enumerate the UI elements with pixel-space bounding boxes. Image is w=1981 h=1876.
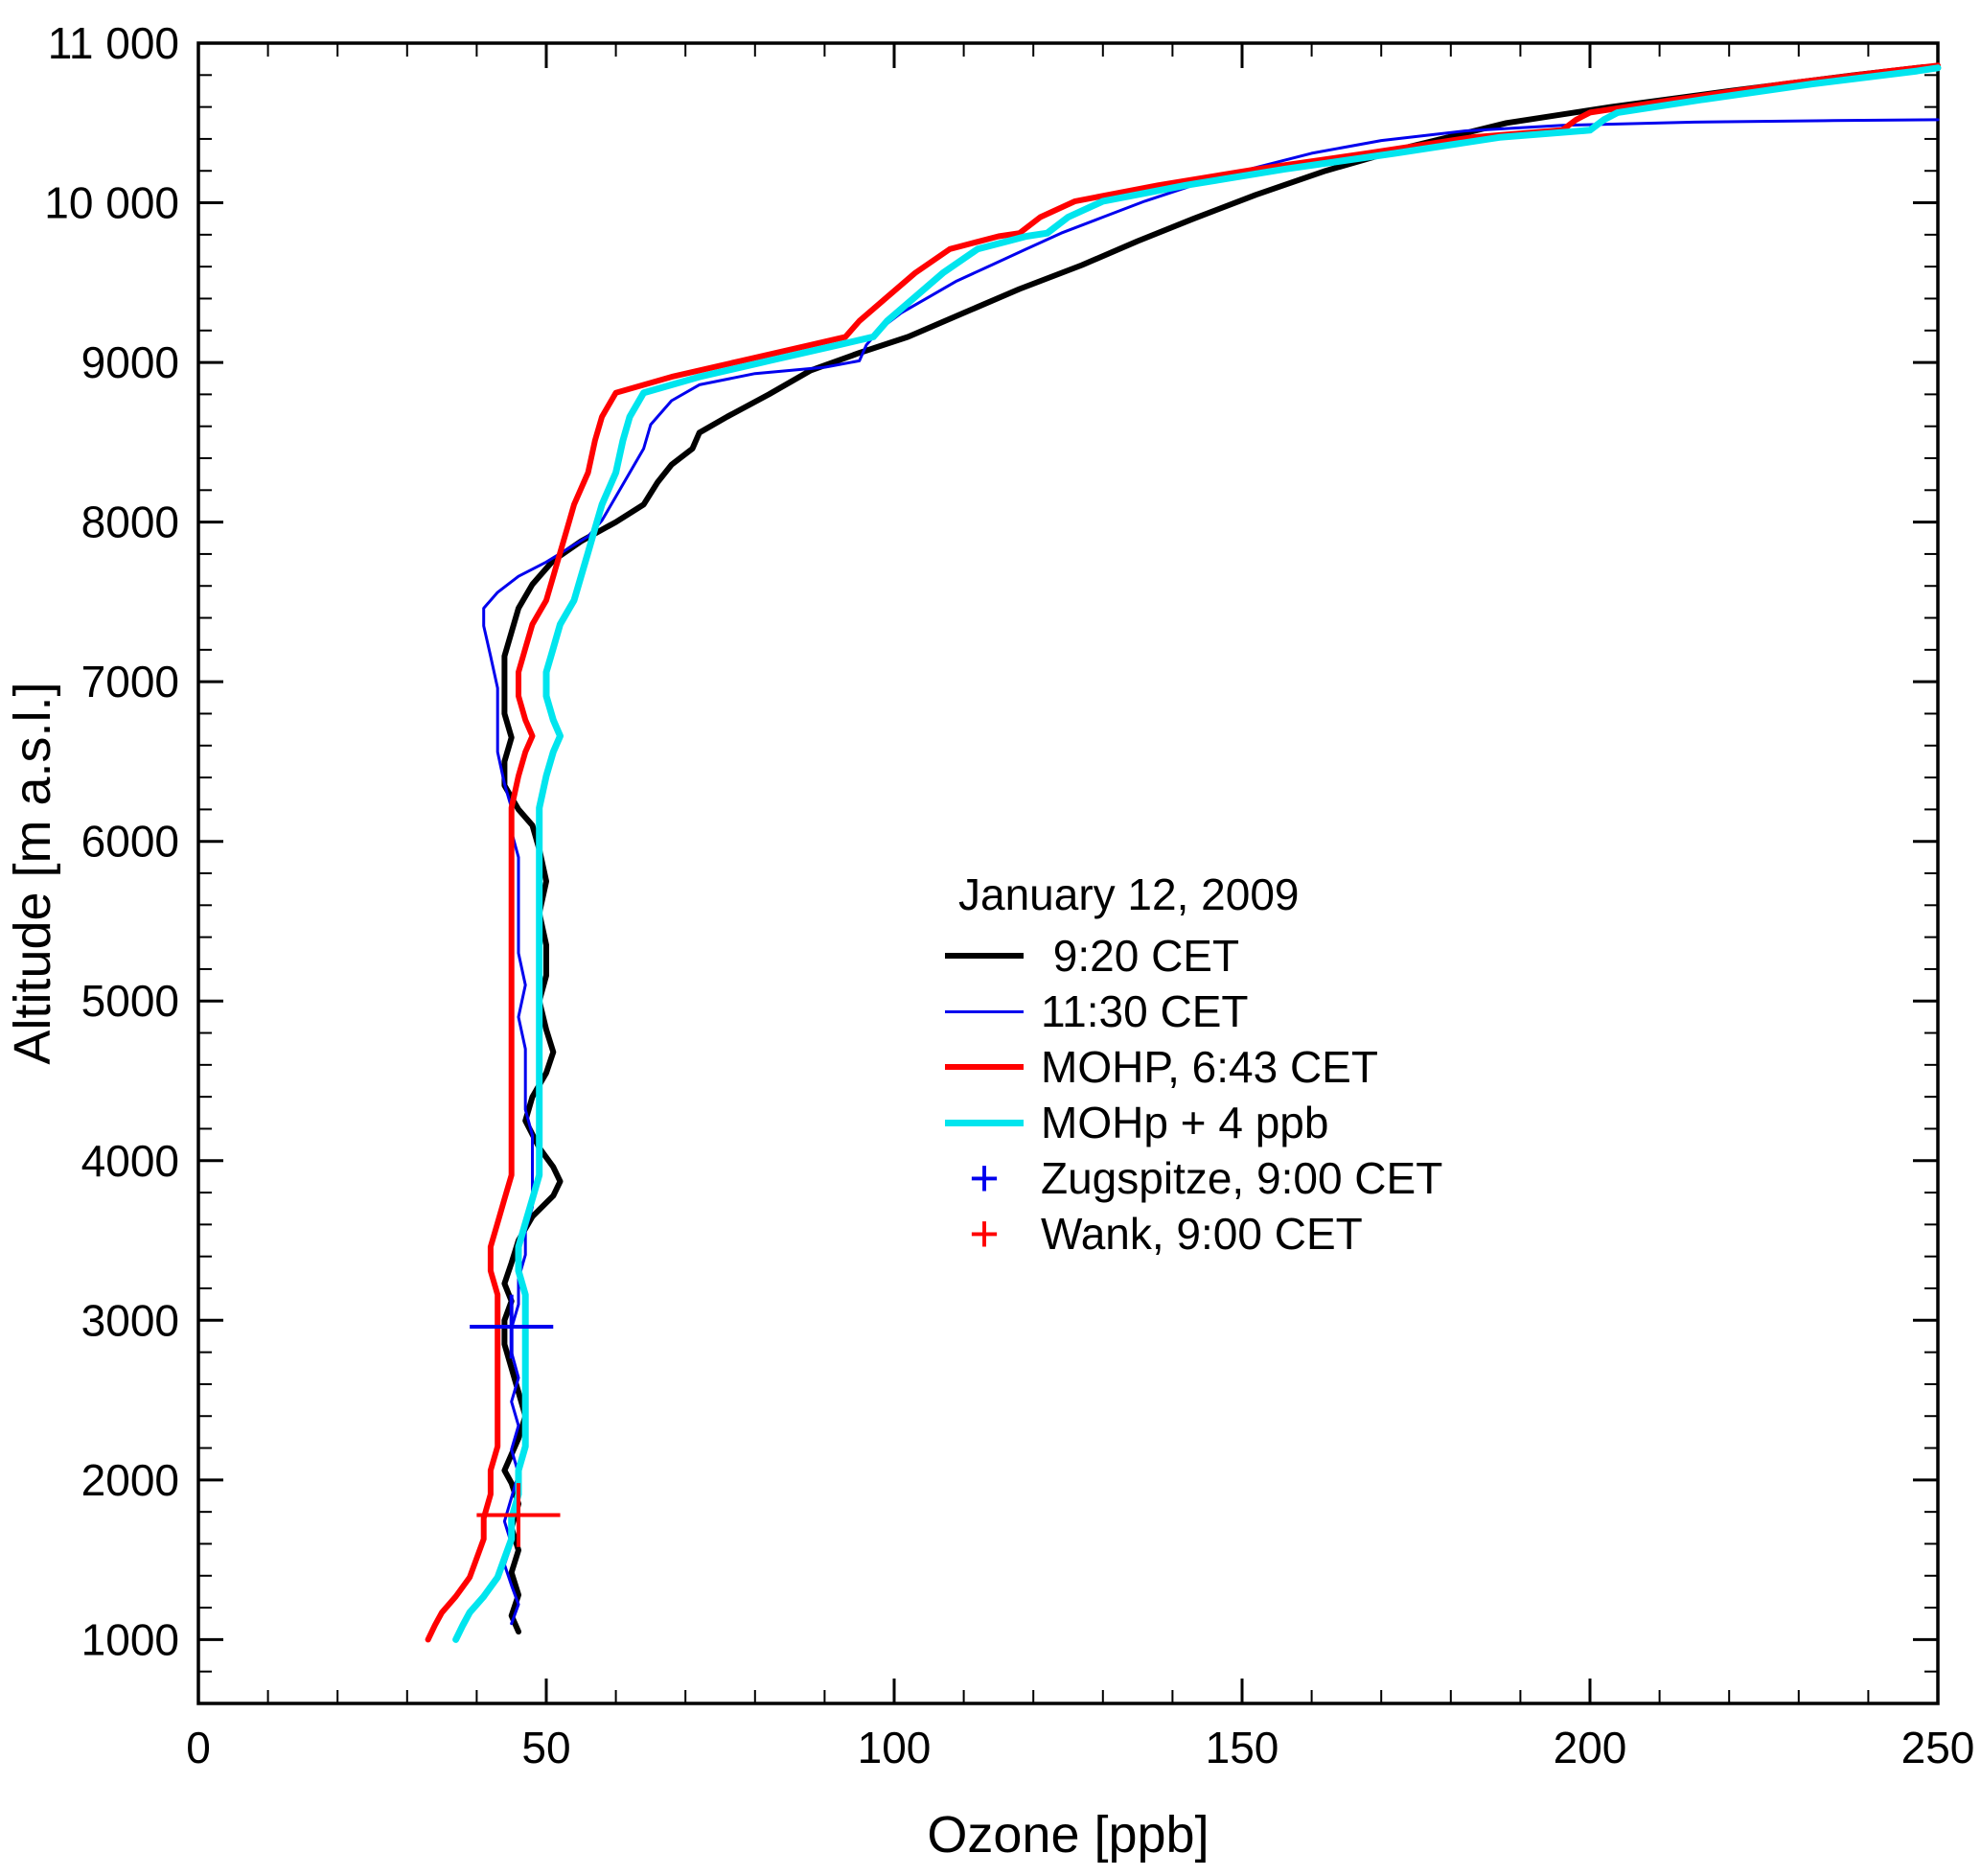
y-tick-label: 4000 [81, 1136, 179, 1186]
series-line-2 [425, 62, 1941, 1643]
legend-label: 11:30 CET [1041, 986, 1249, 1036]
x-tick-label: 50 [521, 1723, 570, 1772]
y-tick-label: 11 000 [48, 18, 179, 68]
legend-label: Wank, 9:00 CET [1041, 1209, 1363, 1259]
x-tick-label: 100 [858, 1723, 932, 1772]
x-tick-label: 200 [1554, 1723, 1627, 1772]
x-tick-label: 0 [186, 1723, 211, 1772]
y-tick-label: 8000 [81, 498, 179, 547]
plot-frame [196, 41, 1940, 1705]
y-tick-label: 7000 [81, 657, 179, 706]
y-tick-label: 6000 [81, 817, 179, 867]
marker-plus-1 [476, 1483, 561, 1547]
marker-plus-0 [470, 1294, 554, 1359]
y-axis-label: Altitude [m a.s.l.] [4, 682, 61, 1064]
legend-title: January 12, 2009 [958, 869, 1300, 919]
series-line-0 [501, 64, 1927, 1635]
chart-legend: January 12, 2009 9:20 CET 11:30 CET MOHP, … [945, 869, 1442, 1262]
legend-row-series-1: 11:30 CET [945, 984, 1442, 1039]
legend-row-series-3: MOHp + 4 ppb [945, 1095, 1442, 1150]
series-line-3 [452, 64, 1942, 1643]
legend-label: Zugspitze, 9:00 CET [1041, 1153, 1443, 1203]
legend-entries: 9:20 CET 11:30 CET MOHP, 6:43 CET MOHp + 4 … [945, 928, 1442, 1262]
y-tick-label: 9000 [81, 337, 179, 387]
legend-swatch-plus-icon: + [969, 1149, 1000, 1207]
x-tick-label: 150 [1206, 1723, 1279, 1772]
legend-swatch-line [945, 953, 1024, 959]
x-axis-label: Ozone [ppb] [927, 1806, 1209, 1864]
legend-swatch-plus-icon: + [969, 1205, 1000, 1262]
legend-row-series-0: 9:20 CET [945, 928, 1442, 984]
y-tick-label: 1000 [81, 1614, 179, 1664]
x-tick-label: 250 [1901, 1723, 1975, 1772]
legend-label: 9:20 CET [1041, 931, 1240, 981]
legend-swatch-line [945, 1009, 1024, 1013]
legend-row-series-2: MOHP, 6:43 CET [945, 1039, 1442, 1095]
legend-swatch-line [945, 1064, 1024, 1070]
legend-row-marker-1: + Wank, 9:00 CET [945, 1206, 1442, 1262]
legend-row-marker-0: + Zugspitze, 9:00 CET [945, 1150, 1442, 1206]
y-tick-label: 10 000 [44, 178, 179, 228]
legend-label: MOHp + 4 ppb [1041, 1098, 1329, 1147]
y-tick-label: 5000 [81, 976, 179, 1026]
legend-label: MOHP, 6:43 CET [1041, 1042, 1378, 1092]
y-tick-label: 2000 [81, 1455, 179, 1505]
y-tick-label: 3000 [81, 1295, 179, 1345]
legend-swatch-line [945, 1119, 1024, 1126]
